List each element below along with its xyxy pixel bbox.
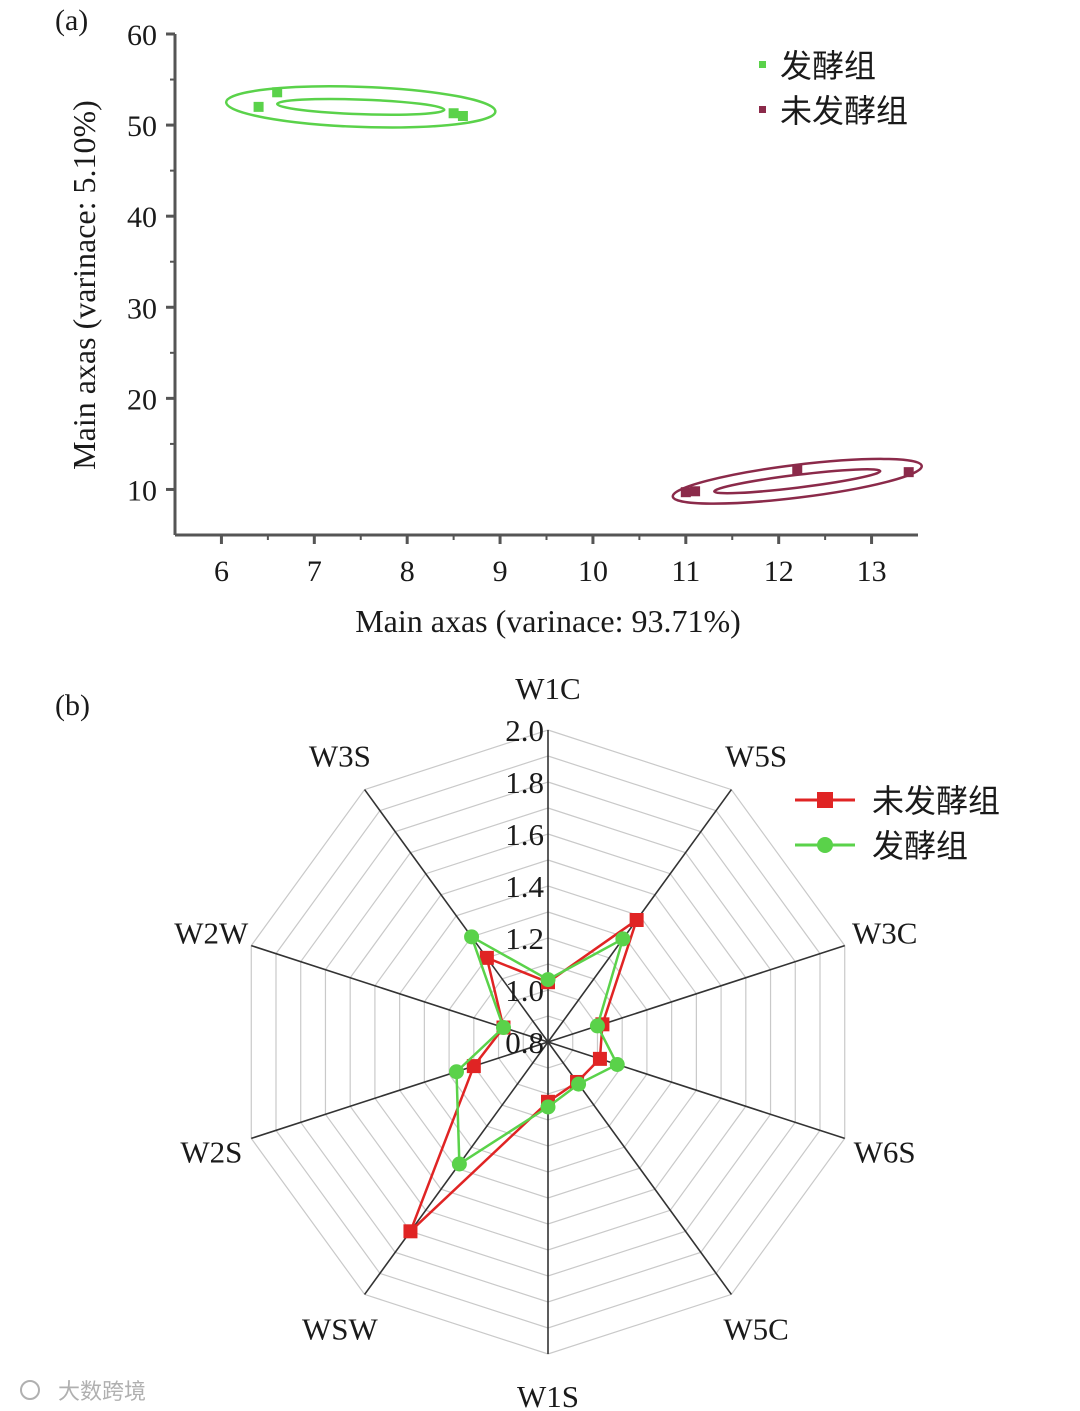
radar-point-series-0 <box>479 950 494 965</box>
scatter-point-series-0 <box>457 110 468 121</box>
panel-b: (b) W1C W5S W3C W6S W5C W1S WSW W2S W2W W3S 0.8 1.… <box>55 671 1000 1411</box>
x-tick-label: 9 <box>493 555 508 588</box>
ellipse-outer-series-1 <box>671 457 923 505</box>
y-tick-label: 10 <box>127 474 157 507</box>
y-axis-ticks: 10 20 30 40 50 60 <box>127 19 175 507</box>
radar-point-series-0 <box>592 1051 607 1066</box>
scatter-point-series-1 <box>690 486 701 497</box>
x-axis-label: Main axas (varinace: 93.71%) <box>355 603 741 639</box>
legend-a-label-fermented: 发酵组 <box>780 47 876 85</box>
x-tick-label: 8 <box>400 555 415 588</box>
radar-spoke <box>251 1041 549 1140</box>
radar-spoke <box>363 789 549 1043</box>
radar-point-series-1 <box>451 1156 467 1172</box>
watermark-logo-icon <box>20 1380 40 1400</box>
radar-axis-labels: W1C W5S W3C W6S W5C W1S WSW W2S W2W W3S <box>174 671 917 1411</box>
legend-b-label-fermented: 发酵组 <box>872 827 968 865</box>
x-tick-label: 10 <box>578 555 608 588</box>
panel-a: (a) 6 7 8 9 10 11 12 13 10 20 30 40 50 60 Main axas … <box>55 4 923 639</box>
x-tick-label: 11 <box>671 555 700 588</box>
radar-point-series-0 <box>403 1224 418 1239</box>
panel-b-label: (b) <box>55 689 90 722</box>
radar-axis-label: WSW <box>302 1311 379 1346</box>
legend-b: 未发酵组 发酵组 <box>795 782 1000 865</box>
radar-point-series-1 <box>540 1099 556 1115</box>
radar-point-series-1 <box>449 1064 465 1080</box>
radar-tick-label: 0.8 <box>505 1025 544 1060</box>
radar-tick-label: 1.8 <box>505 765 544 800</box>
ellipse-outer-series-0 <box>224 85 497 129</box>
radar-point-series-1 <box>540 972 556 988</box>
scatter-point-series-0 <box>448 108 459 119</box>
radar-axis-label: W5S <box>725 739 787 774</box>
ellipse-inner-series-1 <box>713 468 882 495</box>
scatter-point-series-0 <box>272 87 283 98</box>
scatter-point-series-1 <box>792 464 803 475</box>
legend-b-marker-fermented <box>817 837 833 853</box>
x-tick-label: 12 <box>764 555 794 588</box>
scatter-point-series-0 <box>253 101 264 112</box>
radar-axis-label: W2W <box>174 916 249 951</box>
y-tick-label: 20 <box>127 383 157 416</box>
panel-a-label: (a) <box>55 4 88 37</box>
radar-point-series-1 <box>571 1076 587 1092</box>
legend-a-label-unfermented: 未发酵组 <box>780 92 908 130</box>
radar-point-series-1 <box>609 1056 625 1072</box>
radar-radial-ticks: 0.81.01.21.41.61.82.0 <box>505 713 544 1060</box>
radar-point-series-1 <box>464 929 480 945</box>
radar-axis-label: W5C <box>723 1311 788 1346</box>
radar-series <box>403 913 644 1239</box>
y-tick-label: 60 <box>127 19 157 52</box>
watermark-text: 大数跨境 <box>58 1380 146 1405</box>
ellipse-inner-series-0 <box>275 97 446 116</box>
y-tick-label: 30 <box>127 292 157 325</box>
y-tick-label: 50 <box>127 110 157 143</box>
radar-axis-label: W1C <box>515 671 580 706</box>
radar-point-series-1 <box>589 1018 605 1034</box>
radar-tick-label: 1.6 <box>505 817 544 852</box>
radar-axis-label: W3S <box>309 739 371 774</box>
legend-a-marker-fermented <box>759 61 766 68</box>
confidence-ellipses <box>224 85 923 505</box>
radar-point-series-1 <box>615 931 631 947</box>
radar-point-series-1 <box>495 1020 511 1036</box>
radar-tick-label: 2.0 <box>505 713 544 748</box>
x-axis-ticks: 6 7 8 9 10 11 12 13 <box>214 535 887 588</box>
radar-point-series-0 <box>466 1059 481 1074</box>
legend-b-label-unfermented: 未发酵组 <box>872 782 1000 820</box>
legend-a: 发酵组 未发酵组 <box>759 47 908 130</box>
radar-axis-label: W6S <box>854 1134 916 1169</box>
y-tick-label: 40 <box>127 201 157 234</box>
radar-axis-label: W1S <box>517 1379 579 1411</box>
scatter-point-series-1 <box>903 467 914 478</box>
radar-axis-label: W2S <box>180 1134 242 1169</box>
scatter-points <box>253 87 914 498</box>
x-tick-label: 7 <box>307 555 322 588</box>
scatter-point-series-1 <box>680 487 691 498</box>
legend-a-marker-unfermented <box>759 106 766 113</box>
x-tick-label: 6 <box>214 555 229 588</box>
legend-b-marker-unfermented <box>817 792 833 808</box>
radar-point-series-0 <box>629 913 644 928</box>
x-tick-label: 13 <box>857 555 887 588</box>
radar-tick-label: 1.2 <box>505 921 544 956</box>
radar-axis-label: W3C <box>852 916 917 951</box>
y-axis-label: Main axas (varinace: 5.10%) <box>66 100 102 470</box>
radar-tick-label: 1.4 <box>505 869 544 904</box>
